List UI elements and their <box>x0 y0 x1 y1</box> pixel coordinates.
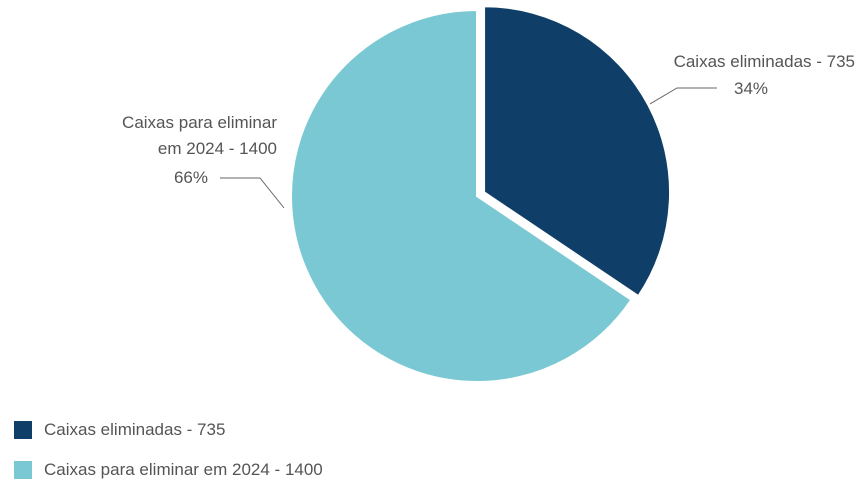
legend-swatch-para-eliminar <box>14 461 32 479</box>
pie-chart-svg: Caixas eliminadas - 735 34% Caixas para el… <box>122 5 855 383</box>
legend-label-eliminadas: Caixas eliminadas - 735 <box>44 420 226 439</box>
legend-item-eliminadas: Caixas eliminadas - 735 <box>14 420 323 440</box>
pie-chart: Caixas eliminadas - 735 34% Caixas para el… <box>122 5 855 383</box>
slice-label-eliminadas: Caixas eliminadas - 735 <box>674 52 855 71</box>
slice-label-para-eliminar-line2: em 2024 - 1400 <box>158 139 277 158</box>
slice-label-para-eliminar-line1: Caixas para eliminar <box>122 113 277 132</box>
slice-percent-para-eliminar: 66% <box>174 168 208 187</box>
slice-eliminadas <box>483 5 672 298</box>
slice-para-eliminar <box>290 8 633 383</box>
legend-swatch-eliminadas <box>14 421 32 439</box>
legend-label-para-eliminar: Caixas para eliminar em 2024 - 1400 <box>44 460 323 479</box>
leader-line-eliminadas <box>649 87 717 105</box>
leader-line-para-eliminar <box>220 177 285 209</box>
legend-item-para-eliminar: Caixas para eliminar em 2024 - 1400 <box>14 460 323 480</box>
slice-percent-eliminadas: 34% <box>734 79 768 98</box>
legend: Caixas eliminadas - 735 Caixas para elim… <box>14 420 323 500</box>
